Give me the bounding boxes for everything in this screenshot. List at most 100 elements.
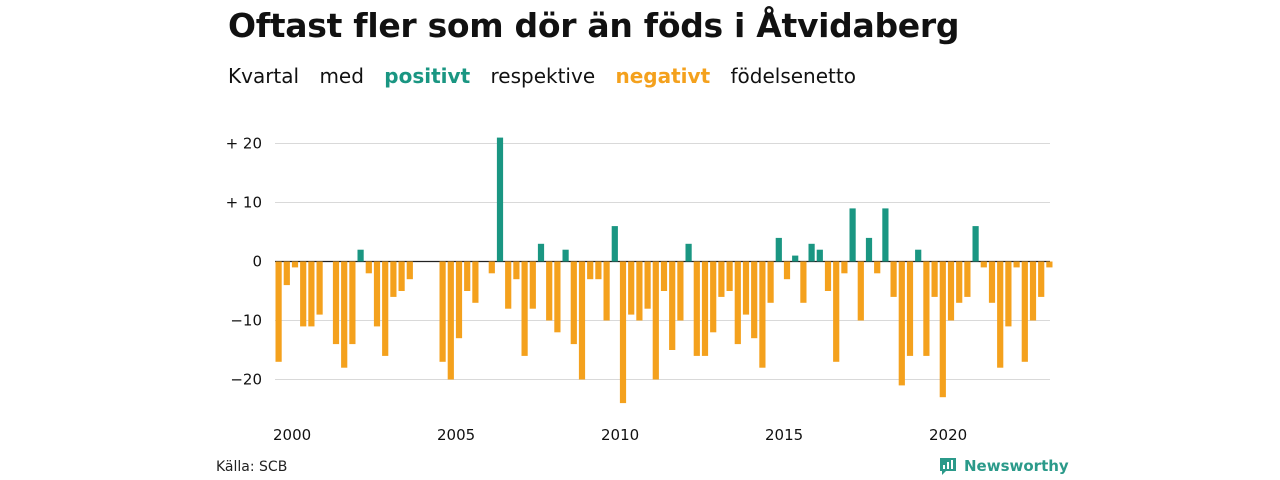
bar-positive — [611, 226, 618, 262]
bar-negative — [308, 261, 315, 327]
bar-negative — [390, 261, 397, 297]
bar-negative — [718, 261, 725, 297]
x-tick-label: 2015 — [765, 426, 803, 444]
bar-negative — [275, 261, 282, 362]
bar-positive — [775, 237, 782, 262]
bar-negative — [349, 261, 356, 345]
chart-title: Oftast fler som dör än föds i Åtvidaberg — [228, 6, 960, 45]
bar-positive — [685, 243, 692, 262]
subtitle-positive: positivt — [384, 64, 471, 88]
bar-negative — [439, 261, 446, 362]
bar-negative — [578, 261, 586, 380]
bar-negative — [636, 261, 643, 321]
y-tick-label: + 20 — [226, 135, 262, 153]
bar-negative — [513, 261, 520, 280]
brand-logo: Newsworthy — [938, 456, 1069, 476]
bar-negative — [1005, 261, 1012, 327]
bar-negative — [997, 261, 1004, 368]
bar-negative — [447, 261, 454, 380]
bar-negative — [701, 261, 709, 356]
bar-negative — [693, 261, 700, 356]
bar-negative — [988, 261, 996, 303]
bar-negative — [619, 261, 627, 404]
bar-positive — [792, 255, 799, 262]
x-tick-label: 2020 — [929, 426, 967, 444]
subtitle-negative: negativt — [615, 64, 711, 88]
brand-name: Newsworthy — [964, 457, 1069, 475]
bar-negative — [603, 261, 610, 321]
bar-positive — [537, 243, 545, 262]
bar-negative — [726, 261, 733, 291]
bar-negative — [1046, 261, 1053, 268]
bar-negative — [939, 261, 946, 398]
bar-negative — [857, 261, 864, 321]
bar-positive — [972, 226, 979, 262]
bar-negative — [898, 261, 905, 386]
bar-negative — [521, 261, 528, 356]
bar-negative — [734, 261, 741, 345]
bar-negative — [783, 261, 791, 280]
bar-negative — [291, 261, 299, 268]
bar-negative — [947, 261, 955, 321]
newsworthy-logo-icon — [940, 458, 956, 475]
bar-negative — [751, 261, 758, 339]
bar-negative — [800, 261, 807, 303]
bars — [275, 137, 1053, 404]
bar-negative — [316, 261, 323, 315]
axis-labels: + 20 + 10 0 −10 −20 2000 2005 2010 2015 2020 — [226, 135, 968, 445]
bar-positive — [915, 249, 922, 262]
bar-negative — [406, 261, 413, 280]
bar-negative — [677, 261, 684, 321]
bar-negative — [980, 261, 987, 268]
bar-negative — [283, 261, 290, 286]
bar-negative — [587, 261, 594, 280]
bar-negative — [759, 261, 766, 368]
bar-negative — [710, 261, 717, 333]
bar-positive — [816, 249, 823, 262]
bar-negative — [464, 261, 471, 291]
x-tick-label: 2005 — [437, 426, 475, 444]
y-tick-label: −20 — [230, 371, 262, 389]
bar-positive — [357, 249, 364, 262]
bar-negative — [505, 261, 512, 309]
bar-positive — [562, 249, 569, 262]
source-note: Källa: SCB — [216, 459, 288, 475]
bar-negative — [1021, 261, 1028, 362]
bar-negative — [488, 261, 495, 274]
bar-negative — [906, 261, 914, 356]
bar-negative — [595, 261, 602, 280]
bar-negative — [472, 261, 479, 303]
bar-negative — [931, 261, 938, 297]
y-tick-label: 0 — [252, 253, 262, 271]
bar-negative — [956, 261, 963, 303]
bar-negative — [300, 261, 307, 327]
bar-negative — [669, 261, 676, 350]
bar-positive — [496, 137, 504, 262]
y-tick-label: + 10 — [226, 194, 262, 212]
bar-negative — [529, 261, 536, 309]
bar-negative — [1013, 261, 1020, 268]
bar-negative — [373, 261, 381, 327]
bar-negative — [890, 261, 897, 297]
bar-negative — [546, 261, 553, 321]
subtitle-text-4: födelsenetto — [730, 64, 856, 88]
bar-negative — [554, 261, 561, 333]
bar-negative — [332, 261, 340, 345]
bar-negative — [767, 261, 774, 303]
subtitle-text-3: respektive — [490, 64, 596, 88]
bar-negative — [382, 261, 389, 356]
bar-positive — [865, 237, 873, 262]
bar-negative — [824, 261, 832, 291]
y-tick-label: −10 — [230, 312, 262, 330]
bar-negative — [628, 261, 635, 315]
bar-negative — [365, 261, 372, 274]
bar-negative — [841, 261, 848, 274]
bar-positive — [849, 208, 856, 262]
bar-negative — [398, 261, 405, 291]
x-tick-label: 2000 — [273, 426, 311, 444]
bar-negative — [660, 261, 668, 291]
bar-positive — [882, 208, 889, 262]
bar-negative — [1038, 261, 1045, 297]
bar-negative — [1029, 261, 1037, 321]
